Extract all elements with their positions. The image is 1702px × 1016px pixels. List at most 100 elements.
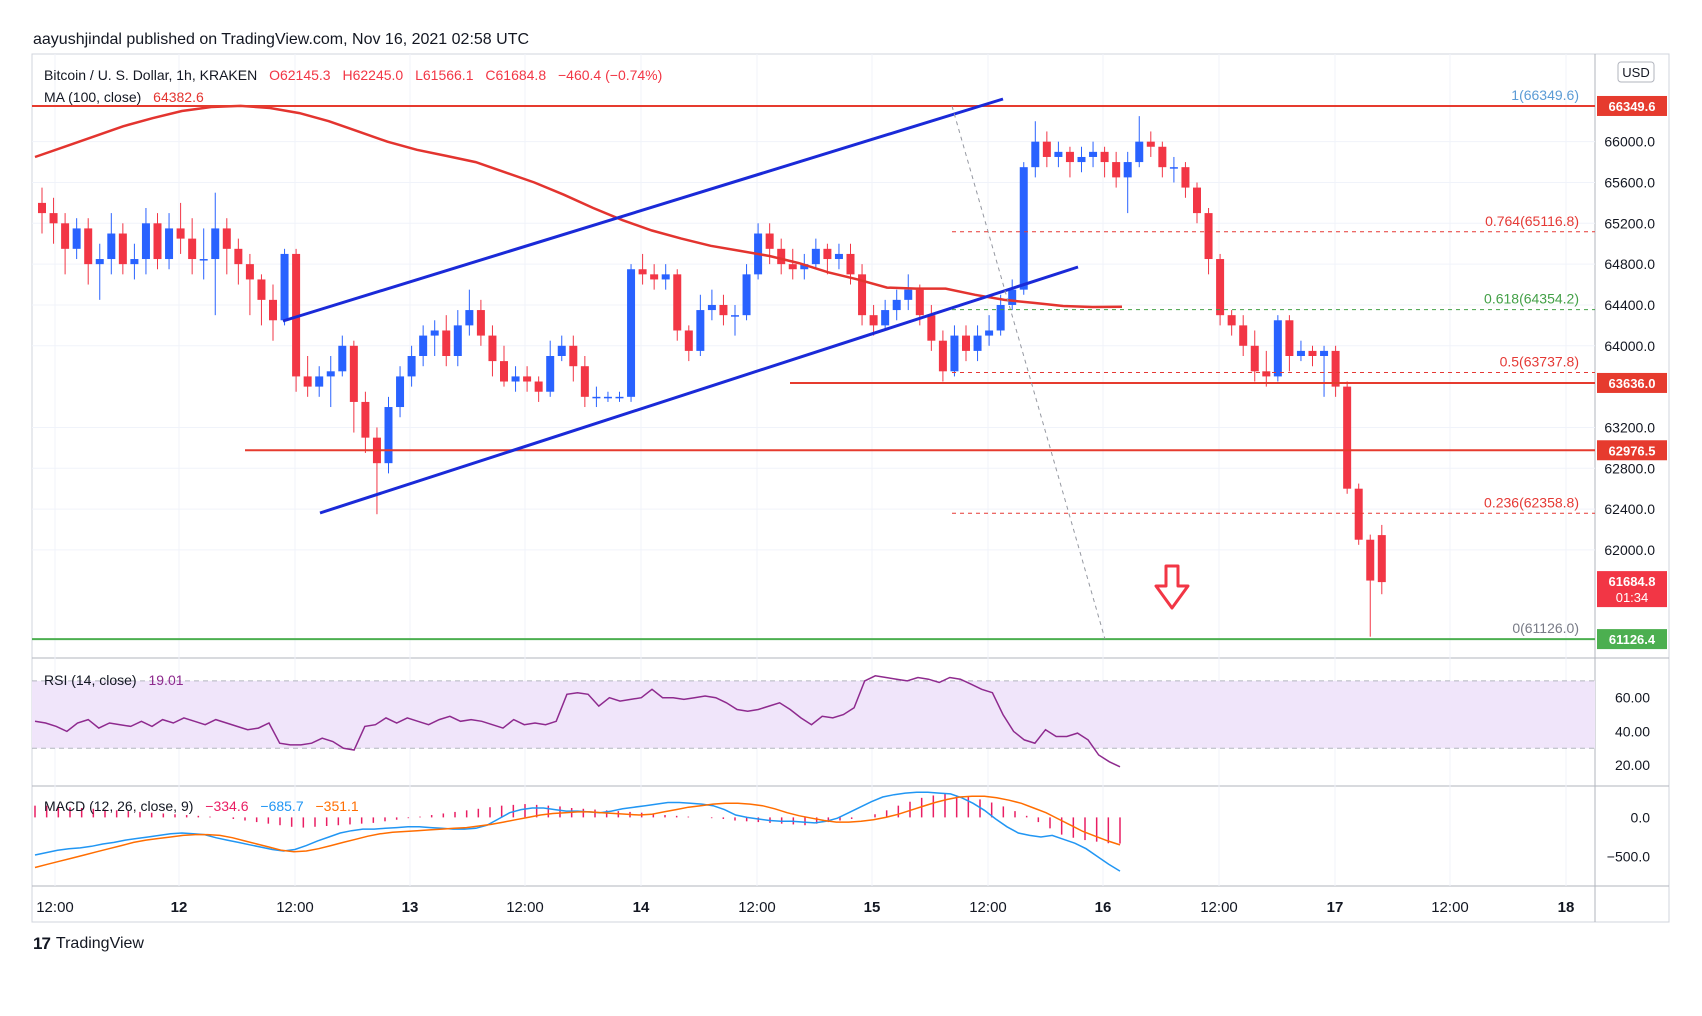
macd-line [34, 791, 1121, 872]
candle-body [846, 253, 855, 275]
candle-body [384, 407, 393, 464]
y-tick-label: 65200.0 [1604, 215, 1655, 231]
candle-body [326, 371, 335, 377]
price-tag [1597, 372, 1667, 393]
candle-body [1181, 167, 1190, 188]
candle-body [1077, 156, 1086, 163]
candle-body [1227, 315, 1236, 326]
candle-body [1169, 167, 1178, 169]
candle-body [453, 325, 462, 356]
ohlc-change: −460.4 (−0.74%) [558, 67, 662, 83]
candle-body [719, 304, 728, 316]
candle-body [523, 376, 532, 382]
candle-body [407, 356, 416, 377]
candle-body [1146, 141, 1155, 147]
x-tick-label: 12 [171, 899, 188, 916]
candle-body [176, 228, 185, 239]
candle-body [915, 289, 924, 316]
price-tag-label: 66349.6 [1609, 99, 1656, 114]
macd-signal-line [34, 795, 1121, 869]
x-tick-label: 16 [1095, 899, 1112, 916]
x-tick-label: 12:00 [1200, 899, 1238, 916]
rsi-label: RSI (14, close) [44, 672, 137, 688]
candle-body [38, 202, 46, 214]
rsi-legend: RSI (14, close) 19.01 [44, 672, 184, 688]
ma-label: MA (100, close) [44, 89, 141, 105]
candle-body [1031, 141, 1040, 168]
candle-body [199, 259, 208, 261]
candle-body [1331, 350, 1340, 387]
macd-value-signal: −351.1 [316, 798, 359, 814]
tradingview-logo[interactable]: 17 TradingView [33, 934, 144, 954]
candle-body [603, 396, 612, 399]
currency-badge[interactable]: USD [1617, 61, 1655, 83]
price-tag [1597, 571, 1667, 608]
symbol-legend: Bitcoin / U. S. Dollar, 1h, KRAKEN O6214… [44, 67, 662, 105]
y-tick-label: 63200.0 [1604, 419, 1655, 435]
price-tag-label: 62976.5 [1609, 443, 1656, 458]
candle-body [188, 238, 197, 260]
ohlc-low: L61566.1 [415, 67, 474, 83]
candle-body [349, 345, 358, 402]
candle-body [245, 264, 254, 280]
candle-body [1308, 350, 1317, 356]
candle-body [765, 233, 774, 249]
candle-body [1135, 141, 1144, 163]
rsi-line [34, 675, 1121, 768]
rsi-tick-label: 20.00 [1615, 757, 1650, 773]
chart-frame [31, 53, 1670, 923]
candle-body [153, 223, 162, 260]
candle-body [338, 345, 347, 372]
grid-lines [32, 54, 1595, 886]
candle-body [1112, 162, 1121, 178]
candle-body [500, 361, 508, 382]
publisher-line: aayushjindal published on TradingView.co… [33, 31, 529, 48]
rsi-value: 19.01 [148, 672, 183, 688]
candle-body [1273, 320, 1282, 377]
fib-level-label: 0.5(63737.8) [1500, 354, 1579, 370]
svg-text:Bitcoin / U. S. Dollar, 1h, KR: Bitcoin / U. S. Dollar, 1h, KRAKEN O6214… [44, 67, 662, 83]
candle-body [269, 299, 277, 321]
channel-upper-line [282, 97, 1004, 323]
candle-body [569, 345, 578, 367]
candle-body [661, 274, 670, 280]
candle-body [257, 279, 266, 300]
candle-body [303, 376, 312, 387]
x-tick-label: 12:00 [36, 899, 74, 916]
candle-body [280, 253, 289, 321]
candle-body [811, 248, 820, 265]
rsi-tick-label: 60.00 [1615, 690, 1650, 706]
candle-body [141, 223, 150, 260]
candle-body [211, 228, 220, 260]
symbol-name: Bitcoin / U. S. Dollar, 1h, KRAKEN [44, 67, 257, 83]
candle-body [1320, 350, 1329, 356]
candle-body [950, 335, 959, 372]
candle-body [557, 345, 566, 356]
candle-body [61, 223, 70, 249]
candle-body [1204, 213, 1213, 260]
candle-body [1262, 371, 1271, 377]
candle-body [996, 304, 1005, 331]
candle-body [615, 396, 624, 399]
candle-body [72, 228, 81, 249]
candle-body [627, 269, 636, 397]
macd-label: MACD (12, 26, close, 9) [44, 798, 193, 814]
candle-body [534, 381, 543, 392]
candle-body [638, 269, 647, 275]
candle-body [1239, 325, 1248, 346]
candle-body [962, 335, 970, 351]
macd-value-macd: −685.7 [260, 798, 303, 814]
x-tick-label: 14 [633, 899, 650, 916]
ma-100-line [34, 104, 1123, 309]
channel-lower-line [319, 265, 1079, 515]
fib-level-label: 0(61126.0) [1512, 620, 1579, 636]
x-tick-label: 18 [1558, 899, 1575, 916]
x-tick-label: 17 [1327, 899, 1344, 916]
candle-body [777, 248, 786, 265]
candle-body [107, 233, 116, 260]
candle-body [546, 356, 555, 392]
x-tick-label: 12:00 [276, 899, 314, 916]
price-tag [1597, 440, 1667, 461]
y-tick-label: 64400.0 [1604, 297, 1655, 313]
